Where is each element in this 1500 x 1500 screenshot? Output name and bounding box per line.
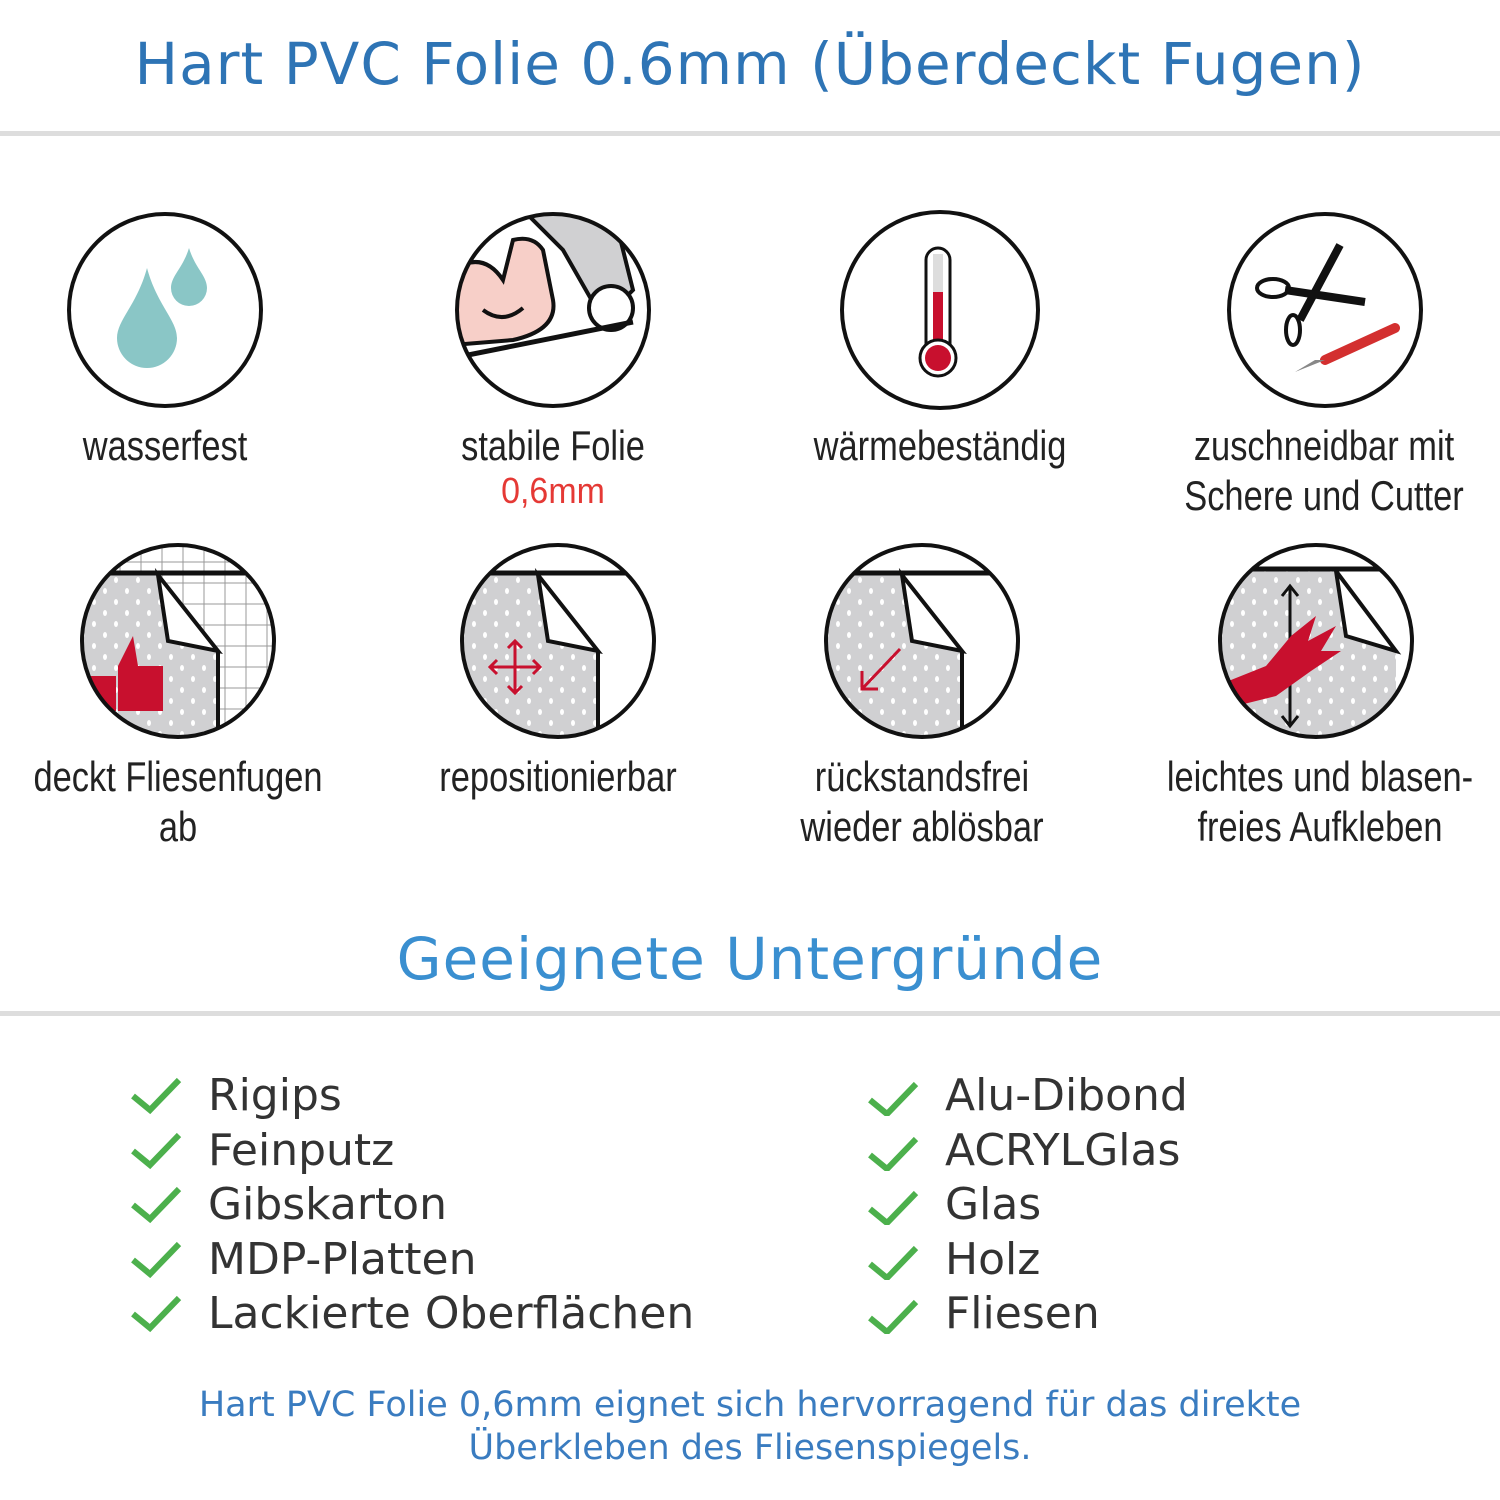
list-item: Holz [867,1233,1188,1288]
feature-label-cuttable: zuschneidbar mit Schere und Cutter [1184,422,1464,519]
list-item: ACRYLGlas [867,1124,1188,1179]
list-item: Gibskarton [130,1178,694,1233]
thumbs-up-tiles-icon [80,543,276,739]
list-item: Glas [867,1178,1188,1233]
feature-label-stable-foil: stabile Folie 0,6mm [389,421,717,511]
footer-note: Hart PVC Folie 0,6mm eignet sich hervorr… [0,1384,1500,1470]
feature-label-removable: rückstandsfrei wieder ablösbar [800,753,1044,850]
list-item: Rigips [130,1069,694,1124]
water-drops-icon [67,212,263,408]
divider [0,131,1500,136]
list-item: MDP-Platten [130,1233,694,1288]
hand-smoothing-icon [1218,543,1414,739]
check-icon [131,1241,182,1278]
check-icon [131,1078,182,1115]
check-icon [868,1300,919,1335]
check-icon [131,1187,182,1224]
section-title: Geeignete Untergründe [396,925,1104,993]
feature-label-repositionable: repositionierbar [439,753,677,800]
check-icon [868,1191,919,1226]
feature-label-heat-resistant: wärmebeständig [813,422,1067,469]
thermometer-icon [840,210,1040,410]
move-arrows-icon [460,543,656,739]
check-icon [868,1245,919,1280]
feature-label-covers-joints: deckt Fliesenfugen ab [33,753,323,850]
feature-label-waterproof: wasserfest [82,422,248,469]
list-item: Fliesen [867,1287,1188,1342]
strong-arm-foil-icon [455,212,651,408]
page-title: Hart PVC Folie 0.6mm (Überdeckt Fugen) [134,30,1366,98]
check-icon [868,1082,919,1117]
check-icon [868,1136,919,1171]
surface-list-right: Alu-Dibond ACRYLGlas Glas Holz Fliesen [867,1069,1188,1342]
feature-label-easy-apply: leichtes und blasen-freies Aufkleben [1166,753,1474,850]
list-item: Lackierte Oberflächen [130,1287,694,1342]
footer-line-1: Hart PVC Folie 0,6mm eignet sich hervorr… [198,1385,1302,1425]
footer-line-2: Überkleben des Fliesenspiegels. [468,1428,1032,1468]
list-item: Alu-Dibond [867,1069,1188,1124]
thickness-label: 0,6mm [501,470,605,511]
check-icon [131,1132,182,1169]
divider [0,1011,1500,1016]
peel-off-icon [824,543,1020,739]
list-item: Feinputz [130,1124,694,1179]
scissors-cutter-icon [1227,212,1423,408]
check-icon [131,1296,182,1333]
surface-list-left: Rigips Feinputz Gibskarton MDP-Platten L… [130,1069,694,1342]
